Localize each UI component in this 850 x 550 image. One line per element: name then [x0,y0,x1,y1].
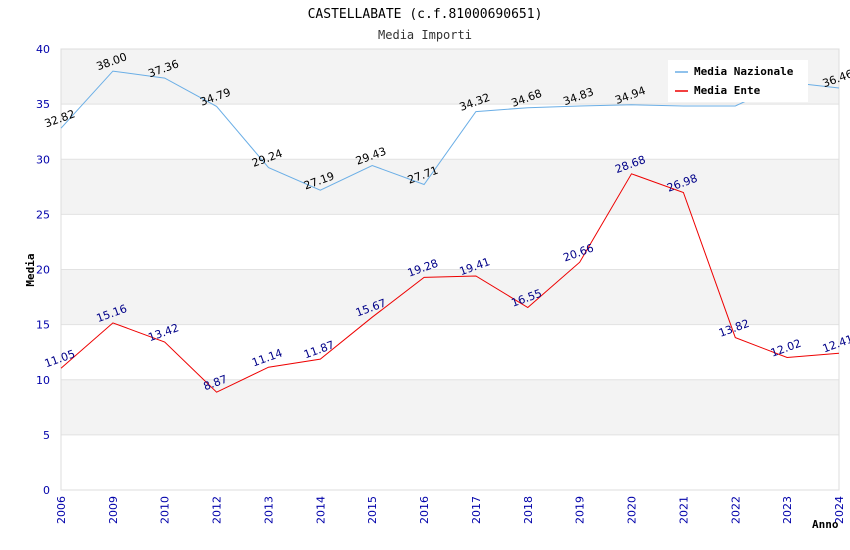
y-tick-label: 15 [36,319,50,332]
x-tick-label: 2013 [262,496,275,524]
legend: Media Nazionale Media Ente [668,60,808,102]
y-axis-label: Media [24,253,37,286]
x-tick-label: 2014 [314,496,327,524]
plot-frame [60,48,840,491]
x-tick-label: 2017 [470,496,483,524]
x-tick-label: 2015 [366,496,379,524]
x-axis-label: Anno [812,518,839,531]
series-lines [60,70,840,393]
y-tick-label: 10 [36,374,50,387]
data-label: 11.05 [43,347,77,370]
y-tick-label: 5 [43,429,50,442]
grid-band [61,269,839,325]
x-tick-label: 2019 [574,496,587,524]
y-tick-label: 20 [36,264,50,277]
data-label: 20.66 [561,241,595,264]
y-tick-label: 30 [36,153,50,166]
grid-bands [60,48,840,491]
y-tick-label: 0 [43,484,50,497]
legend-label-media-nazionale: Media Nazionale [694,65,794,78]
y-tick-label: 25 [36,208,50,221]
grid-band [61,379,839,435]
x-tick-label: 2023 [781,496,794,524]
chart-title: CASTELLABATE (c.f.81000690651) [308,7,543,22]
legend-label-media-ente: Media Ente [694,84,761,97]
x-tick-label: 2024 [833,496,846,524]
data-label: 11.87 [302,338,336,361]
series-line-media-nazionale [60,70,840,191]
x-tick-label: 2010 [159,496,172,524]
y-tick-label: 40 [36,43,50,56]
x-tick-label: 2009 [107,496,120,524]
x-tick-label: 2018 [522,496,535,524]
x-tick-label: 2022 [729,496,742,524]
series-line-media-ente [60,173,840,393]
data-label: 12.41 [821,332,850,355]
x-tick-label: 2016 [418,496,431,524]
x-tick-label: 2021 [677,496,690,524]
x-tick-label: 2006 [55,496,68,524]
legend-box [668,60,808,102]
x-axis-ticks: 2006 2009 2010 2012 2013 2014 2015 2016 2017 2018… [55,496,846,524]
y-axis-ticks: 0 5 10 15 20 25 30 35 40 [36,43,50,497]
x-tick-label: 2020 [626,496,639,524]
x-tick-label: 2012 [211,496,224,524]
y-tick-label: 35 [36,98,50,111]
grid-band [61,159,839,215]
chart-subtitle: Media Importi [378,28,472,42]
